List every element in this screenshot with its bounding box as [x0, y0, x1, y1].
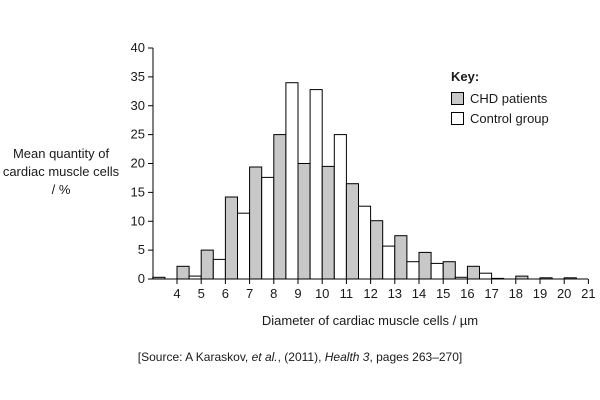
bar-control-9 [285, 82, 299, 280]
bar-control-13 [382, 245, 396, 280]
legend-item-chd: CHD patients [451, 88, 549, 108]
x-tick-label-8: 8 [270, 286, 277, 301]
bar-chd-8 [249, 166, 263, 280]
bar-control-15 [430, 262, 444, 280]
legend-label-control: Control group [470, 110, 549, 126]
x-tick-label-20: 20 [557, 286, 571, 301]
x-tick-label-12: 12 [363, 286, 377, 301]
y-tick-label-20: 20 [131, 156, 145, 171]
x-tick-label-7: 7 [246, 286, 253, 301]
source-citation: [Source: A Karaskov, et al., (2011), Hea… [137, 350, 463, 364]
bar-control-7 [237, 212, 251, 280]
x-tick-label-4: 4 [173, 286, 180, 301]
bar-control-12 [358, 205, 372, 280]
x-tick-label-5: 5 [198, 286, 205, 301]
bar-chd-12 [345, 183, 359, 280]
x-tick-label-11: 11 [340, 286, 354, 301]
x-tick-label-10: 10 [315, 286, 329, 301]
y-tick-label-25: 25 [131, 127, 145, 142]
bar-control-10 [309, 89, 323, 280]
bar-chd-16 [442, 261, 456, 280]
bar-control-14 [406, 261, 420, 280]
bar-chd-9 [273, 134, 287, 280]
x-axis-label: Diameter of cardiac muscle cells / µm [261, 313, 479, 328]
legend-label-chd: CHD patients [470, 90, 548, 106]
y-tick-label-30: 30 [131, 98, 145, 113]
legend-item-control: Control group [451, 108, 549, 128]
x-tick-label-14: 14 [412, 286, 426, 301]
y-tick-label-35: 35 [131, 69, 145, 84]
bar-chd-7 [224, 196, 238, 280]
y-tick-label-0: 0 [138, 271, 145, 286]
bar-chd-6 [200, 249, 214, 280]
x-tick-label-17: 17 [484, 286, 498, 301]
x-tick-label-21: 21 [581, 286, 595, 301]
y-tick-label-40: 40 [131, 40, 145, 55]
bar-control-11 [333, 134, 347, 280]
x-tick-label-19: 19 [533, 286, 547, 301]
bar-chd-15 [418, 251, 432, 280]
x-tick-label-13: 13 [388, 286, 402, 301]
legend: Key: CHD patients Control group [451, 69, 549, 128]
bar-chd-13 [370, 220, 384, 280]
x-tick-label-15: 15 [436, 286, 450, 301]
x-tick-label-18: 18 [509, 286, 523, 301]
x-tick-label-16: 16 [460, 286, 474, 301]
legend-title: Key: [451, 69, 480, 84]
bar-chd-14 [394, 235, 408, 280]
y-tick-label-5: 5 [138, 242, 145, 257]
legend-swatch-chd [451, 91, 464, 105]
bar-control-17 [479, 272, 493, 280]
bar-chd-5 [176, 265, 190, 280]
bar-control-6 [212, 258, 226, 280]
bar-chd-11 [321, 165, 335, 280]
x-tick-label-6: 6 [222, 286, 229, 301]
legend-swatch-control [451, 111, 464, 125]
x-tick-label-9: 9 [294, 286, 301, 301]
y-tick-label-15: 15 [131, 184, 145, 199]
y-tick-label-10: 10 [131, 213, 145, 228]
y-axis-label: Mean quantity of cardiac muscle cells / … [2, 146, 120, 197]
bar-chd-17 [466, 265, 480, 280]
bar-chd-10 [297, 163, 311, 280]
bar-control-8 [261, 176, 275, 280]
